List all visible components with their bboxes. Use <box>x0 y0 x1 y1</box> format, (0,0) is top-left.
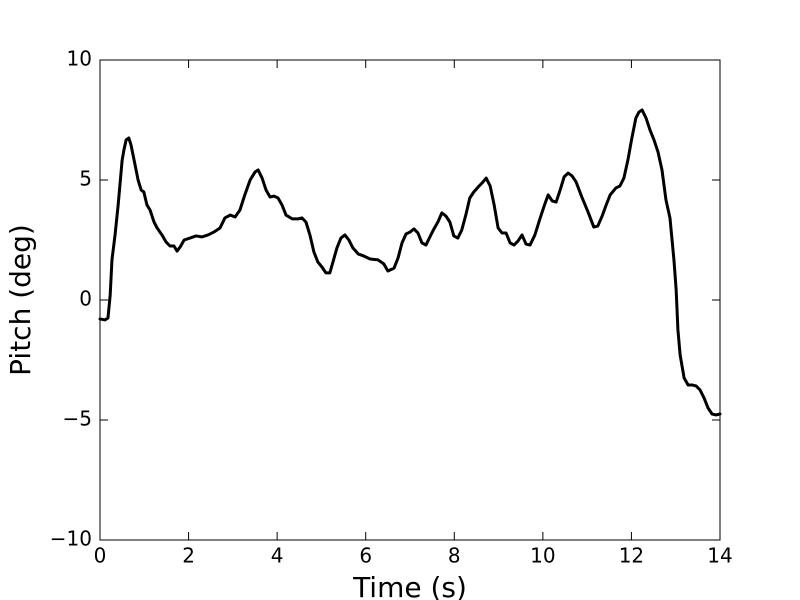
x-tick-label: 0 <box>94 544 107 568</box>
plot-frame <box>99 59 721 541</box>
x-tick-label: 12 <box>619 544 644 568</box>
x-tick-label: 6 <box>359 544 372 568</box>
y-tick-label: −10 <box>50 527 92 551</box>
x-tick-label: 4 <box>271 544 284 568</box>
x-tick-label: 8 <box>448 544 461 568</box>
y-axis-label: Pitch (deg) <box>4 224 37 376</box>
x-tick-label: 2 <box>182 544 195 568</box>
y-tick-label: 10 <box>67 47 92 71</box>
x-tick-label: 14 <box>707 544 732 568</box>
data-line <box>98 108 722 417</box>
y-tick-label: 0 <box>79 287 92 311</box>
y-tick-label: 5 <box>79 167 92 191</box>
x-axis-label: Time (s) <box>352 571 467 600</box>
x-tick-label: 10 <box>530 544 555 568</box>
y-tick-label: −5 <box>63 407 92 431</box>
